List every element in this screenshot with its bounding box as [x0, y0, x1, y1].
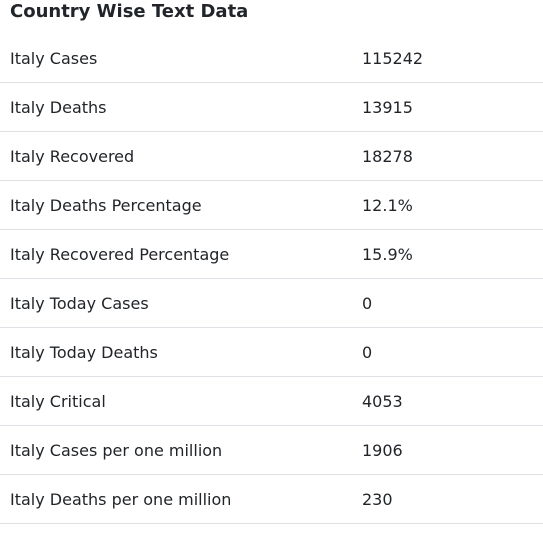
table-row: Italy Deaths per one million 230 [0, 474, 543, 524]
row-label: Italy Today Deaths [0, 327, 352, 377]
table-row: Italy Recovered 18278 [0, 131, 543, 181]
table-row: Italy Recovered Percentage 15.9% [0, 229, 543, 279]
row-label: Italy Deaths [0, 82, 352, 132]
table-row: Italy Today Cases 0 [0, 278, 543, 328]
row-value: 230 [352, 474, 543, 524]
row-value: 12.1% [352, 180, 543, 230]
row-label: Italy Recovered [0, 131, 352, 181]
table-row: Italy Deaths 13915 [0, 82, 543, 132]
table-row: Italy Cases per one million 1906 [0, 425, 543, 475]
table-row: Italy Today Deaths 0 [0, 327, 543, 377]
row-value: 0 [352, 278, 543, 328]
row-value: 4053 [352, 376, 543, 426]
row-label: Italy Cases per one million [0, 425, 352, 475]
row-label: Italy Deaths Percentage [0, 180, 352, 230]
table-row: Italy Deaths Percentage 12.1% [0, 180, 543, 230]
row-label: Italy Recovered Percentage [0, 229, 352, 279]
table-row: Italy Cases 115242 [0, 34, 543, 83]
country-data-table: Italy Cases 115242 Italy Deaths 13915 It… [0, 34, 543, 524]
row-label: Italy Critical [0, 376, 352, 426]
row-value: 18278 [352, 131, 543, 181]
row-value: 0 [352, 327, 543, 377]
row-value: 15.9% [352, 229, 543, 279]
row-label: Italy Today Cases [0, 278, 352, 328]
row-label: Italy Cases [0, 34, 352, 83]
table-row: Italy Critical 4053 [0, 376, 543, 426]
row-value: 1906 [352, 425, 543, 475]
panel-title: Country Wise Text Data [10, 1, 249, 22]
row-value: 115242 [352, 34, 543, 83]
row-label: Italy Deaths per one million [0, 474, 352, 524]
row-value: 13915 [352, 82, 543, 132]
